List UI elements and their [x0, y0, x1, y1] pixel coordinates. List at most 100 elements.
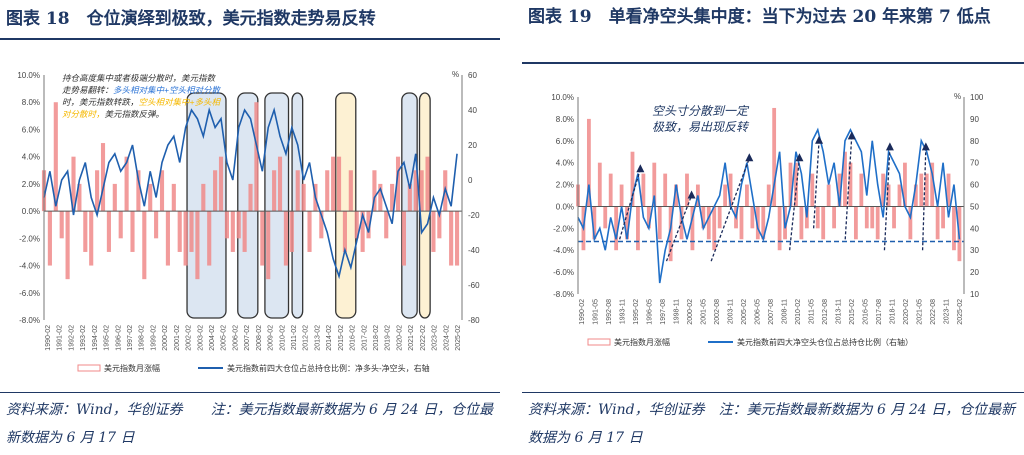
bar [177, 211, 182, 252]
x-tick: 1997-02 [127, 325, 134, 351]
bar [723, 184, 728, 207]
arrow-head-icon [815, 135, 824, 144]
y-tick-right: 90 [970, 115, 979, 124]
arrow-head-icon [921, 142, 930, 151]
bar [853, 206, 858, 240]
bar [336, 156, 342, 212]
bar [201, 183, 206, 212]
figure-title: 图表 19 单看净空头集中度：当下为过去 20 年来第 7 低点 [528, 7, 991, 27]
bar [946, 173, 951, 207]
bar [875, 206, 880, 240]
x-tick: 2021-02 [408, 325, 415, 351]
bar [728, 173, 733, 207]
x-tick: 2015-02 [849, 299, 856, 325]
bar [360, 211, 365, 252]
x-tick: 2004-02 [209, 325, 216, 351]
arrow-head-icon [687, 190, 696, 199]
bar [325, 170, 330, 212]
x-tick: 2013-02 [314, 325, 321, 351]
bar [766, 184, 771, 207]
bar [821, 206, 826, 240]
trend-arrow [844, 136, 853, 240]
x-tick: 2025-02 [455, 325, 462, 351]
bar [148, 183, 153, 212]
bar [207, 211, 212, 266]
bar [848, 162, 853, 207]
x-tick: 1993-11 [620, 299, 627, 324]
bar [913, 184, 918, 207]
x-tick: 2020-02 [396, 325, 403, 351]
trend-arrow [921, 147, 927, 251]
annotation-line: 持仓高度集中或者极端分散时，美元指数 [62, 73, 217, 83]
bar [712, 206, 717, 251]
bar [248, 183, 253, 212]
bar [717, 206, 722, 229]
annotation-line: 时，美元指数转跌， [62, 97, 139, 107]
bar [739, 206, 744, 240]
y-tick-right: 10 [970, 290, 979, 299]
annotation-text: 极致，易出现反转 [652, 120, 750, 134]
bar [407, 183, 412, 212]
bar [295, 170, 300, 212]
x-tick: 2018-02 [373, 325, 380, 351]
annotation-line: 对分散时， [62, 109, 105, 119]
x-tick: 2010-02 [279, 325, 286, 351]
legend-bar-swatch [587, 338, 611, 346]
x-tick: 2006-02 [232, 325, 239, 351]
figure-title: 图表 18 仓位演绎到极致，美元指数走势易反转 [6, 9, 376, 29]
bar [413, 170, 418, 212]
x-tick: 2015-02 [338, 325, 345, 351]
bar [301, 183, 306, 212]
bar [454, 211, 460, 266]
y-tick-left: -8.0% [553, 290, 574, 299]
bar [919, 173, 924, 207]
bar [53, 102, 58, 212]
arrow-head-icon [745, 153, 754, 162]
bar [886, 184, 891, 207]
bar [685, 173, 689, 207]
y-tick-left: -2.0% [553, 224, 574, 233]
bar [657, 206, 662, 240]
source-note: 资料来源：Wind，华创证券 注：美元指数最新数据为 6 月 24 日，仓位最新… [528, 402, 1016, 446]
bar [425, 156, 430, 212]
bar [788, 162, 793, 207]
bar [881, 173, 886, 207]
bar [136, 170, 141, 212]
bar [124, 156, 129, 212]
bar [897, 184, 902, 207]
series-line [43, 107, 458, 280]
bar [636, 206, 640, 251]
highlight-box-short [335, 92, 357, 319]
x-tick: 2016-02 [350, 325, 357, 351]
bar [755, 206, 760, 240]
bar [112, 183, 117, 212]
y-tick-right: 100 [970, 93, 984, 102]
figure-18: 图表 18 仓位演绎到极致，美元指数走势易反转 10.0% 8.0% 6.0% 4.0… [0, 0, 500, 455]
bar [597, 162, 602, 207]
bar [592, 206, 597, 240]
bar [159, 170, 165, 212]
bar [272, 170, 277, 212]
x-tick: 1998-02 [139, 325, 146, 351]
x-tick: 2012-08 [822, 299, 829, 325]
y-tick-left: -8.0% [19, 316, 40, 325]
x-tick: 2006-05 [755, 299, 762, 325]
bar [663, 173, 668, 207]
bar [843, 151, 847, 207]
bar [218, 156, 224, 212]
x-tick: 2003-02 [197, 325, 204, 351]
bar [864, 206, 869, 229]
y-tick-left: 10.0% [17, 71, 40, 80]
bar [941, 206, 945, 229]
bar [870, 206, 875, 229]
bar [630, 151, 635, 207]
bar [603, 206, 608, 229]
bar [690, 206, 695, 251]
bar [378, 183, 383, 212]
x-tick: 2012-02 [303, 325, 310, 351]
y-tick-right: 70 [970, 159, 979, 168]
x-tick: 2023-11 [944, 299, 951, 324]
x-tick: 2013-11 [836, 299, 843, 324]
y-tick-left: -6.0% [19, 289, 40, 298]
x-tick: 2002-02 [186, 325, 193, 351]
